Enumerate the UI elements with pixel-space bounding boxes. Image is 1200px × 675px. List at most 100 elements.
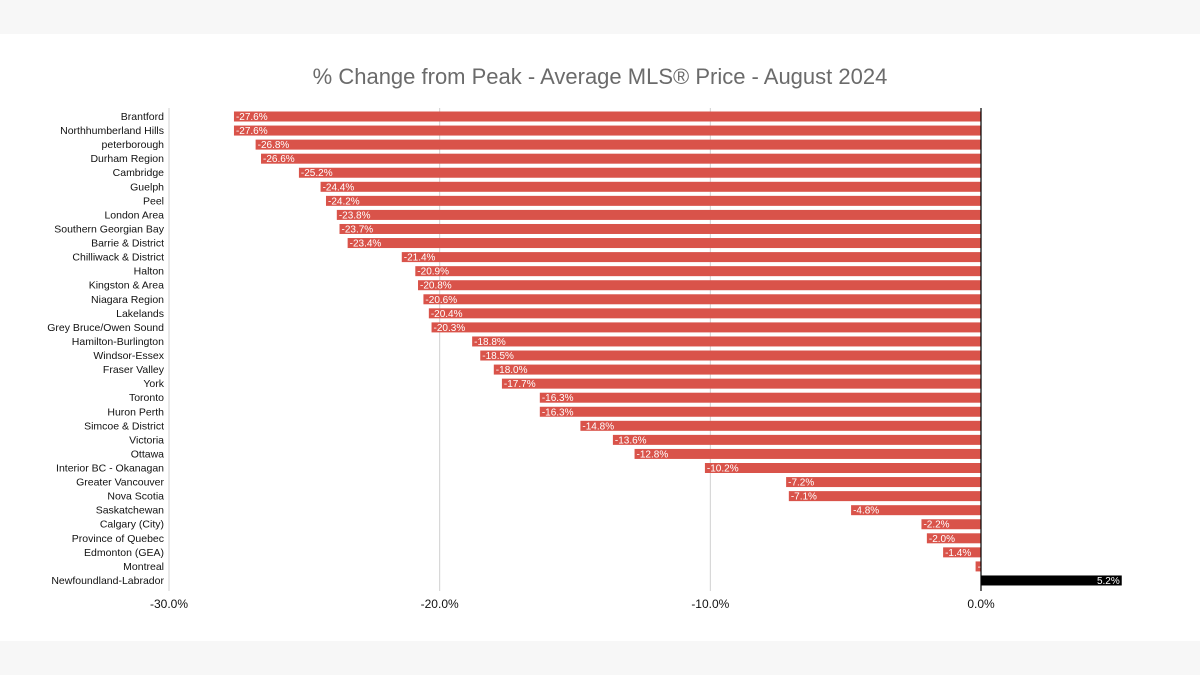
bar bbox=[501, 378, 981, 389]
category-label: Barrie & District bbox=[91, 238, 164, 250]
chart-title: % Change from Peak - Average MLS® Price … bbox=[312, 64, 888, 89]
category-label: Lakelands bbox=[116, 308, 164, 320]
category-label: Edmonton (GEA) bbox=[84, 547, 164, 559]
bar bbox=[298, 167, 981, 178]
bar bbox=[233, 111, 981, 122]
data-label: -4.8% bbox=[853, 506, 879, 517]
category-label: Ottawa bbox=[131, 448, 164, 460]
category-label: Saskatchewan bbox=[96, 505, 164, 517]
category-label: Peel bbox=[143, 195, 164, 207]
bar bbox=[480, 350, 981, 361]
category-label: Huron Perth bbox=[107, 406, 164, 418]
data-label: -17.7% bbox=[504, 379, 536, 390]
data-label: 5.2% bbox=[1097, 576, 1120, 587]
category-label: Grey Bruce/Owen Sound bbox=[47, 322, 164, 334]
data-label: -12.8% bbox=[637, 449, 669, 460]
data-label: -23.8% bbox=[339, 210, 371, 221]
data-label: -27.6% bbox=[236, 126, 268, 137]
bar bbox=[325, 195, 981, 206]
bar bbox=[261, 153, 981, 164]
data-label: -16.3% bbox=[542, 407, 574, 418]
bar bbox=[336, 209, 981, 220]
category-label: Niagara Region bbox=[91, 294, 164, 306]
bar bbox=[788, 491, 981, 502]
category-label: Halton bbox=[134, 266, 165, 278]
category-label: Windsor-Essex bbox=[93, 350, 164, 362]
bar bbox=[423, 294, 982, 305]
category-label: Newfoundland-Labrador bbox=[51, 575, 164, 587]
data-label: -14.8% bbox=[582, 421, 614, 432]
bar bbox=[320, 181, 981, 192]
bar bbox=[418, 280, 982, 291]
data-label: -26.6% bbox=[263, 154, 295, 165]
bar bbox=[431, 322, 982, 333]
data-label: -26.8% bbox=[258, 140, 290, 151]
category-label: Kingston & Area bbox=[89, 280, 164, 292]
bar bbox=[347, 238, 981, 249]
category-label: Interior BC - Okanagan bbox=[56, 463, 164, 475]
category-label: Victoria bbox=[129, 434, 164, 446]
category-label: York bbox=[143, 378, 164, 390]
bar bbox=[539, 392, 981, 403]
data-label: -20.4% bbox=[431, 309, 463, 320]
category-label: Southern Georgian Bay bbox=[54, 223, 164, 235]
data-label: -20.8% bbox=[420, 281, 452, 292]
category-label: Brantford bbox=[121, 111, 164, 123]
x-tick-label: 0.0% bbox=[967, 597, 995, 611]
bar bbox=[634, 448, 981, 459]
bar bbox=[704, 463, 981, 473]
bar bbox=[493, 364, 981, 375]
x-tick-label: -10.0% bbox=[691, 597, 729, 611]
data-label: -7.2% bbox=[788, 478, 814, 489]
category-label: Montreal bbox=[123, 561, 164, 573]
bar bbox=[612, 434, 981, 445]
data-label: -7.1% bbox=[791, 492, 817, 503]
bar bbox=[975, 561, 981, 572]
bar bbox=[539, 406, 981, 417]
category-label: Calgary (City) bbox=[100, 519, 164, 531]
data-label: -16.3% bbox=[542, 393, 574, 404]
bar bbox=[255, 139, 981, 150]
data-label: -1.4% bbox=[945, 548, 971, 559]
category-label: Chilliwack & District bbox=[72, 252, 164, 264]
data-label: -20.3% bbox=[434, 323, 466, 334]
bar bbox=[981, 575, 1122, 586]
category-label: Greater Vancouver bbox=[76, 477, 164, 489]
bar bbox=[233, 125, 981, 136]
data-label: -23.7% bbox=[342, 224, 374, 235]
bar bbox=[851, 505, 981, 516]
x-tick-label: -30.0% bbox=[150, 597, 188, 611]
bar bbox=[926, 533, 981, 544]
data-label: -18.8% bbox=[474, 337, 506, 348]
category-label: London Area bbox=[104, 209, 164, 221]
bar bbox=[472, 336, 981, 347]
data-label: -24.4% bbox=[323, 182, 355, 193]
category-label: peterborough bbox=[102, 139, 165, 151]
data-label: -27.6% bbox=[236, 112, 268, 123]
data-label: -2.0% bbox=[929, 534, 955, 545]
bar bbox=[415, 266, 982, 277]
data-label: -24.2% bbox=[328, 196, 360, 207]
category-label: Durham Region bbox=[90, 153, 164, 165]
data-label: -25.2% bbox=[301, 168, 333, 179]
data-label: -20.9% bbox=[417, 267, 449, 278]
category-label: Province of Quebec bbox=[72, 533, 164, 545]
category-label: Northhumberland Hills bbox=[60, 125, 164, 137]
bar bbox=[580, 420, 981, 431]
bar bbox=[921, 519, 981, 530]
data-label: -18.5% bbox=[482, 351, 514, 362]
category-label: Toronto bbox=[129, 392, 164, 404]
bar bbox=[428, 308, 982, 319]
category-label: Nova Scotia bbox=[107, 491, 164, 503]
category-label: Hamilton-Burlington bbox=[72, 336, 164, 348]
category-label: Guelph bbox=[130, 181, 164, 193]
data-label: -21.4% bbox=[404, 253, 436, 264]
data-label: -0.2% bbox=[978, 562, 1004, 573]
bar bbox=[401, 252, 982, 263]
category-label: Simcoe & District bbox=[84, 420, 164, 432]
bar bbox=[339, 223, 981, 234]
data-label: -20.6% bbox=[425, 295, 457, 306]
bar bbox=[943, 547, 981, 558]
data-label: -10.2% bbox=[707, 464, 739, 475]
